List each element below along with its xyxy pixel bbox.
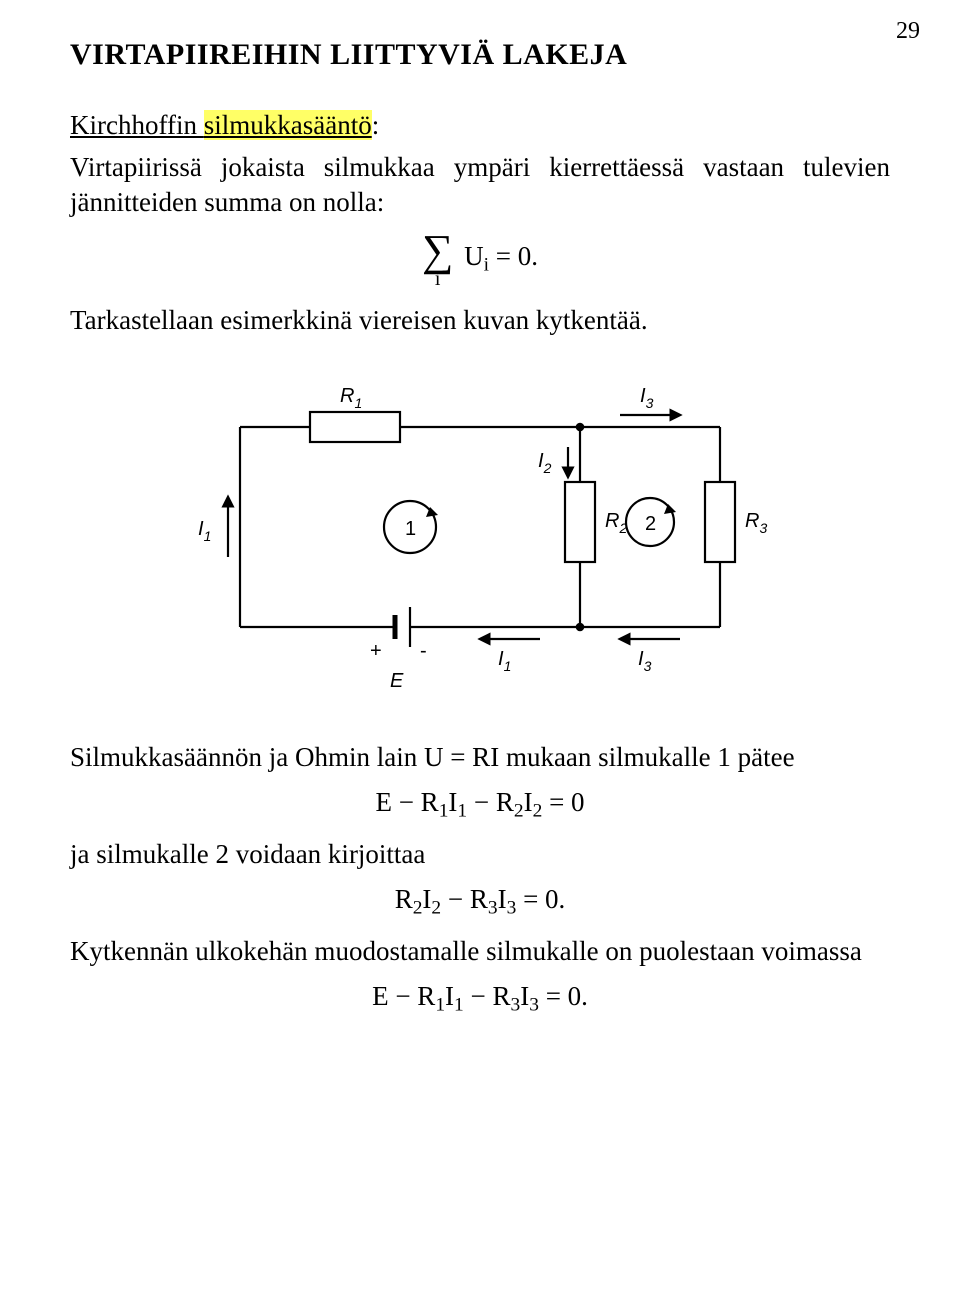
paragraph-3: Silmukkasäännön ja Ohmin lain U = RI muk…: [70, 740, 890, 776]
p3-a: Silmukkasäännön ja Ohmin lain: [70, 742, 424, 772]
sum-body: Ui = 0.: [460, 241, 538, 276]
svg-text:I1: I1: [198, 518, 211, 544]
paragraph-1: Virtapiirissä jokaista silmukkaa ympäri …: [70, 150, 890, 221]
highlighted-term: silmukkasääntö: [204, 110, 372, 140]
eq1-s1a: 1: [439, 801, 449, 822]
equation-3: E − R1I1 − R3I3 = 0.: [70, 981, 890, 1016]
colon: :: [372, 110, 380, 140]
page: 29 VIRTAPIIREIHIN LIITTYVIÄ LAKEJA Kirch…: [0, 0, 960, 1291]
svg-text:+: +: [370, 640, 382, 662]
svg-text:1: 1: [405, 518, 416, 540]
eq1-s2a: 2: [514, 801, 524, 822]
svg-text:R3: R3: [745, 510, 767, 536]
paragraph-4: ja silmukalle 2 voidaan kirjoittaa: [70, 837, 890, 873]
kirchhoff-lead: Kirchhoffin silmukkasääntö: [70, 110, 372, 140]
eq2-a: R: [395, 884, 413, 914]
p3-b: mukaan silmukalle 1 pätee: [499, 742, 794, 772]
eq1-c: − R: [467, 787, 514, 817]
svg-text:I2: I2: [538, 450, 552, 476]
eq1-e: = 0: [542, 787, 584, 817]
eq2-s2b: 2: [431, 898, 441, 919]
eq3-d: I: [520, 981, 529, 1011]
eq2-s3a: 3: [488, 898, 498, 919]
paragraph-5: Kytkennän ulkokehän muodostamalle silmuk…: [70, 934, 890, 970]
eq3-c: − R: [464, 981, 511, 1011]
svg-text:I1: I1: [498, 648, 511, 674]
sum-rhs: = 0.: [489, 241, 538, 271]
eq1-s1b: 1: [457, 801, 467, 822]
eq3-s1b: 1: [454, 995, 464, 1016]
eq3-e: = 0.: [539, 981, 588, 1011]
svg-text:R2: R2: [605, 510, 627, 536]
kirchhoff-word: Kirchhoffin: [70, 110, 204, 140]
eq1-s2b: 2: [533, 801, 543, 822]
svg-text:-: -: [420, 640, 427, 662]
equation-2: R2I2 − R3I3 = 0.: [70, 884, 890, 919]
eq3-s3a: 3: [511, 995, 521, 1016]
sigma-block: ∑ i: [422, 229, 453, 289]
svg-text:E: E: [390, 670, 404, 692]
page-title: VIRTAPIIREIHIN LIITTYVIÄ LAKEJA: [70, 38, 890, 72]
eq1-d: I: [524, 787, 533, 817]
circuit-figure: R1 R2 R3 I1 I3 I2 I1 I3 E: [70, 367, 890, 712]
sum-var: U: [464, 241, 484, 271]
svg-text:R1: R1: [340, 385, 362, 411]
eq2-c: − R: [441, 884, 488, 914]
paragraph-2: Tarkastellaan esimerkkinä viereisen kuva…: [70, 303, 890, 339]
eq3-s3b: 3: [529, 995, 539, 1016]
p3-eq: U = RI: [424, 742, 499, 772]
eq3-b: I: [445, 981, 454, 1011]
eq1-a: E − R: [375, 787, 438, 817]
circuit-svg: R1 R2 R3 I1 I3 I2 I1 I3 E: [180, 367, 780, 707]
eq2-s3b: 3: [507, 898, 517, 919]
svg-text:2: 2: [645, 513, 656, 535]
equation-sum: ∑ i Ui = 0.: [70, 229, 890, 289]
eq2-s2a: 2: [413, 898, 423, 919]
svg-text:I3: I3: [640, 385, 654, 411]
eq2-d: I: [498, 884, 507, 914]
equation-1: E − R1I1 − R2I2 = 0: [70, 787, 890, 822]
eq3-s1a: 1: [435, 995, 445, 1016]
page-number: 29: [896, 18, 920, 45]
svg-text:I3: I3: [638, 648, 652, 674]
sigma-symbol: ∑: [422, 229, 453, 273]
eq3-a: E − R: [372, 981, 435, 1011]
eq2-e: = 0.: [516, 884, 565, 914]
intro-line: Kirchhoffin silmukkasääntö:: [70, 108, 890, 144]
